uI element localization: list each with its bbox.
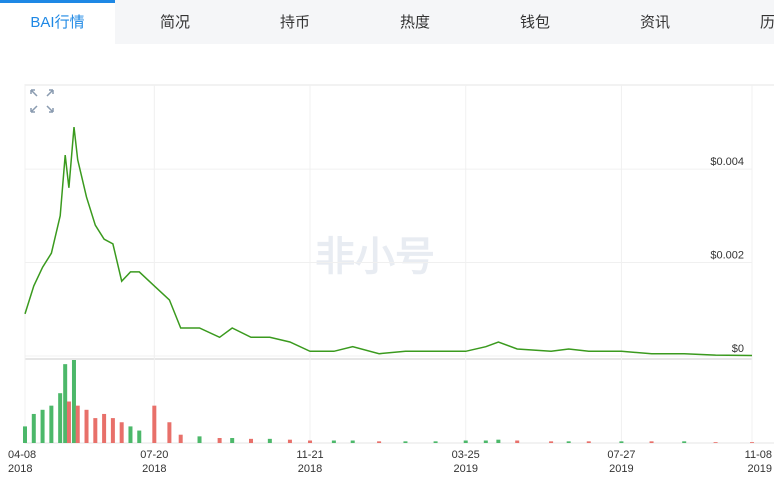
x-tick-label: 07-27 [607,449,635,461]
volume-bar [40,409,45,443]
side-panel [751,84,774,444]
x-tick-label: 11-21 [296,449,323,461]
x-tick-label: 2018 [142,463,166,475]
tab[interactable]: 简况 [159,14,190,31]
volume-bar [377,441,382,443]
volume-bar [197,436,202,443]
volume-bar [230,438,235,443]
volume-bar [49,405,54,443]
x-tick-label: 2019 [609,463,633,475]
volume-bar [496,439,501,443]
volume-bar [110,418,115,443]
volume-bar [119,422,124,443]
volume-bar [267,438,272,443]
volume-bar [217,438,222,443]
tab[interactable]: 资讯 [639,14,670,31]
volume-bar [350,440,355,443]
volume-bar [102,413,107,443]
tab[interactable]: 历史 [759,14,774,31]
volume-bar [682,441,687,443]
x-tick-label: 2019 [748,463,772,475]
y-tick-label: $0 [732,343,744,355]
volume-bar [649,441,654,443]
x-tick-label: 2019 [453,463,477,475]
volume-bar [566,441,571,443]
volume-bar [58,393,63,443]
tab[interactable]: 持币 [279,14,310,31]
volume-bar [287,439,292,443]
volume-bar [75,405,80,443]
x-tick-label: 2018 [298,463,322,475]
price-line [24,127,753,357]
volume-bar [167,422,172,443]
tab-bar: BAI行情 简况 持币 热度 钱包 资讯 历史 [0,0,774,44]
expand-icon[interactable] [30,89,54,113]
volume-bar [619,441,624,443]
y-tick-label: $0.004 [710,156,744,168]
volume-bar [31,413,36,443]
volume-bar [549,441,554,443]
volume-bar [331,440,336,443]
x-tick-label: 11-08 [745,449,772,461]
tab[interactable]: 钱包 [519,14,550,31]
volume-bar [137,430,142,443]
volume-bar [713,442,718,443]
x-tick-label: 04-08 [8,449,36,461]
volume-bar [515,440,520,443]
volume-bar [23,426,27,443]
x-tick-label: 07-20 [140,449,168,461]
volume-bar [93,418,98,443]
volume-bar [308,440,313,443]
volume-bar [249,438,254,443]
x-tick-label: 03-25 [452,449,480,461]
x-tick-label: 2018 [8,463,32,475]
volume-bar [128,426,133,443]
volume-bar [483,440,488,443]
tab[interactable]: 热度 [399,14,430,31]
volume-bar [433,441,438,443]
volume-bar [178,434,183,443]
volume-bar [586,441,591,443]
volume-bar [463,440,468,443]
volume-bar [152,405,157,443]
volume-bar [403,441,408,443]
watermark: 非小号 [315,235,435,279]
volume-bar [750,442,754,443]
volume-bar [71,360,76,443]
tab[interactable]: BAI行情 [0,0,115,44]
y-tick-label: $0.002 [710,250,744,262]
volume-bar [84,409,89,443]
volume-bar [63,364,68,443]
volume-bar [66,401,71,443]
